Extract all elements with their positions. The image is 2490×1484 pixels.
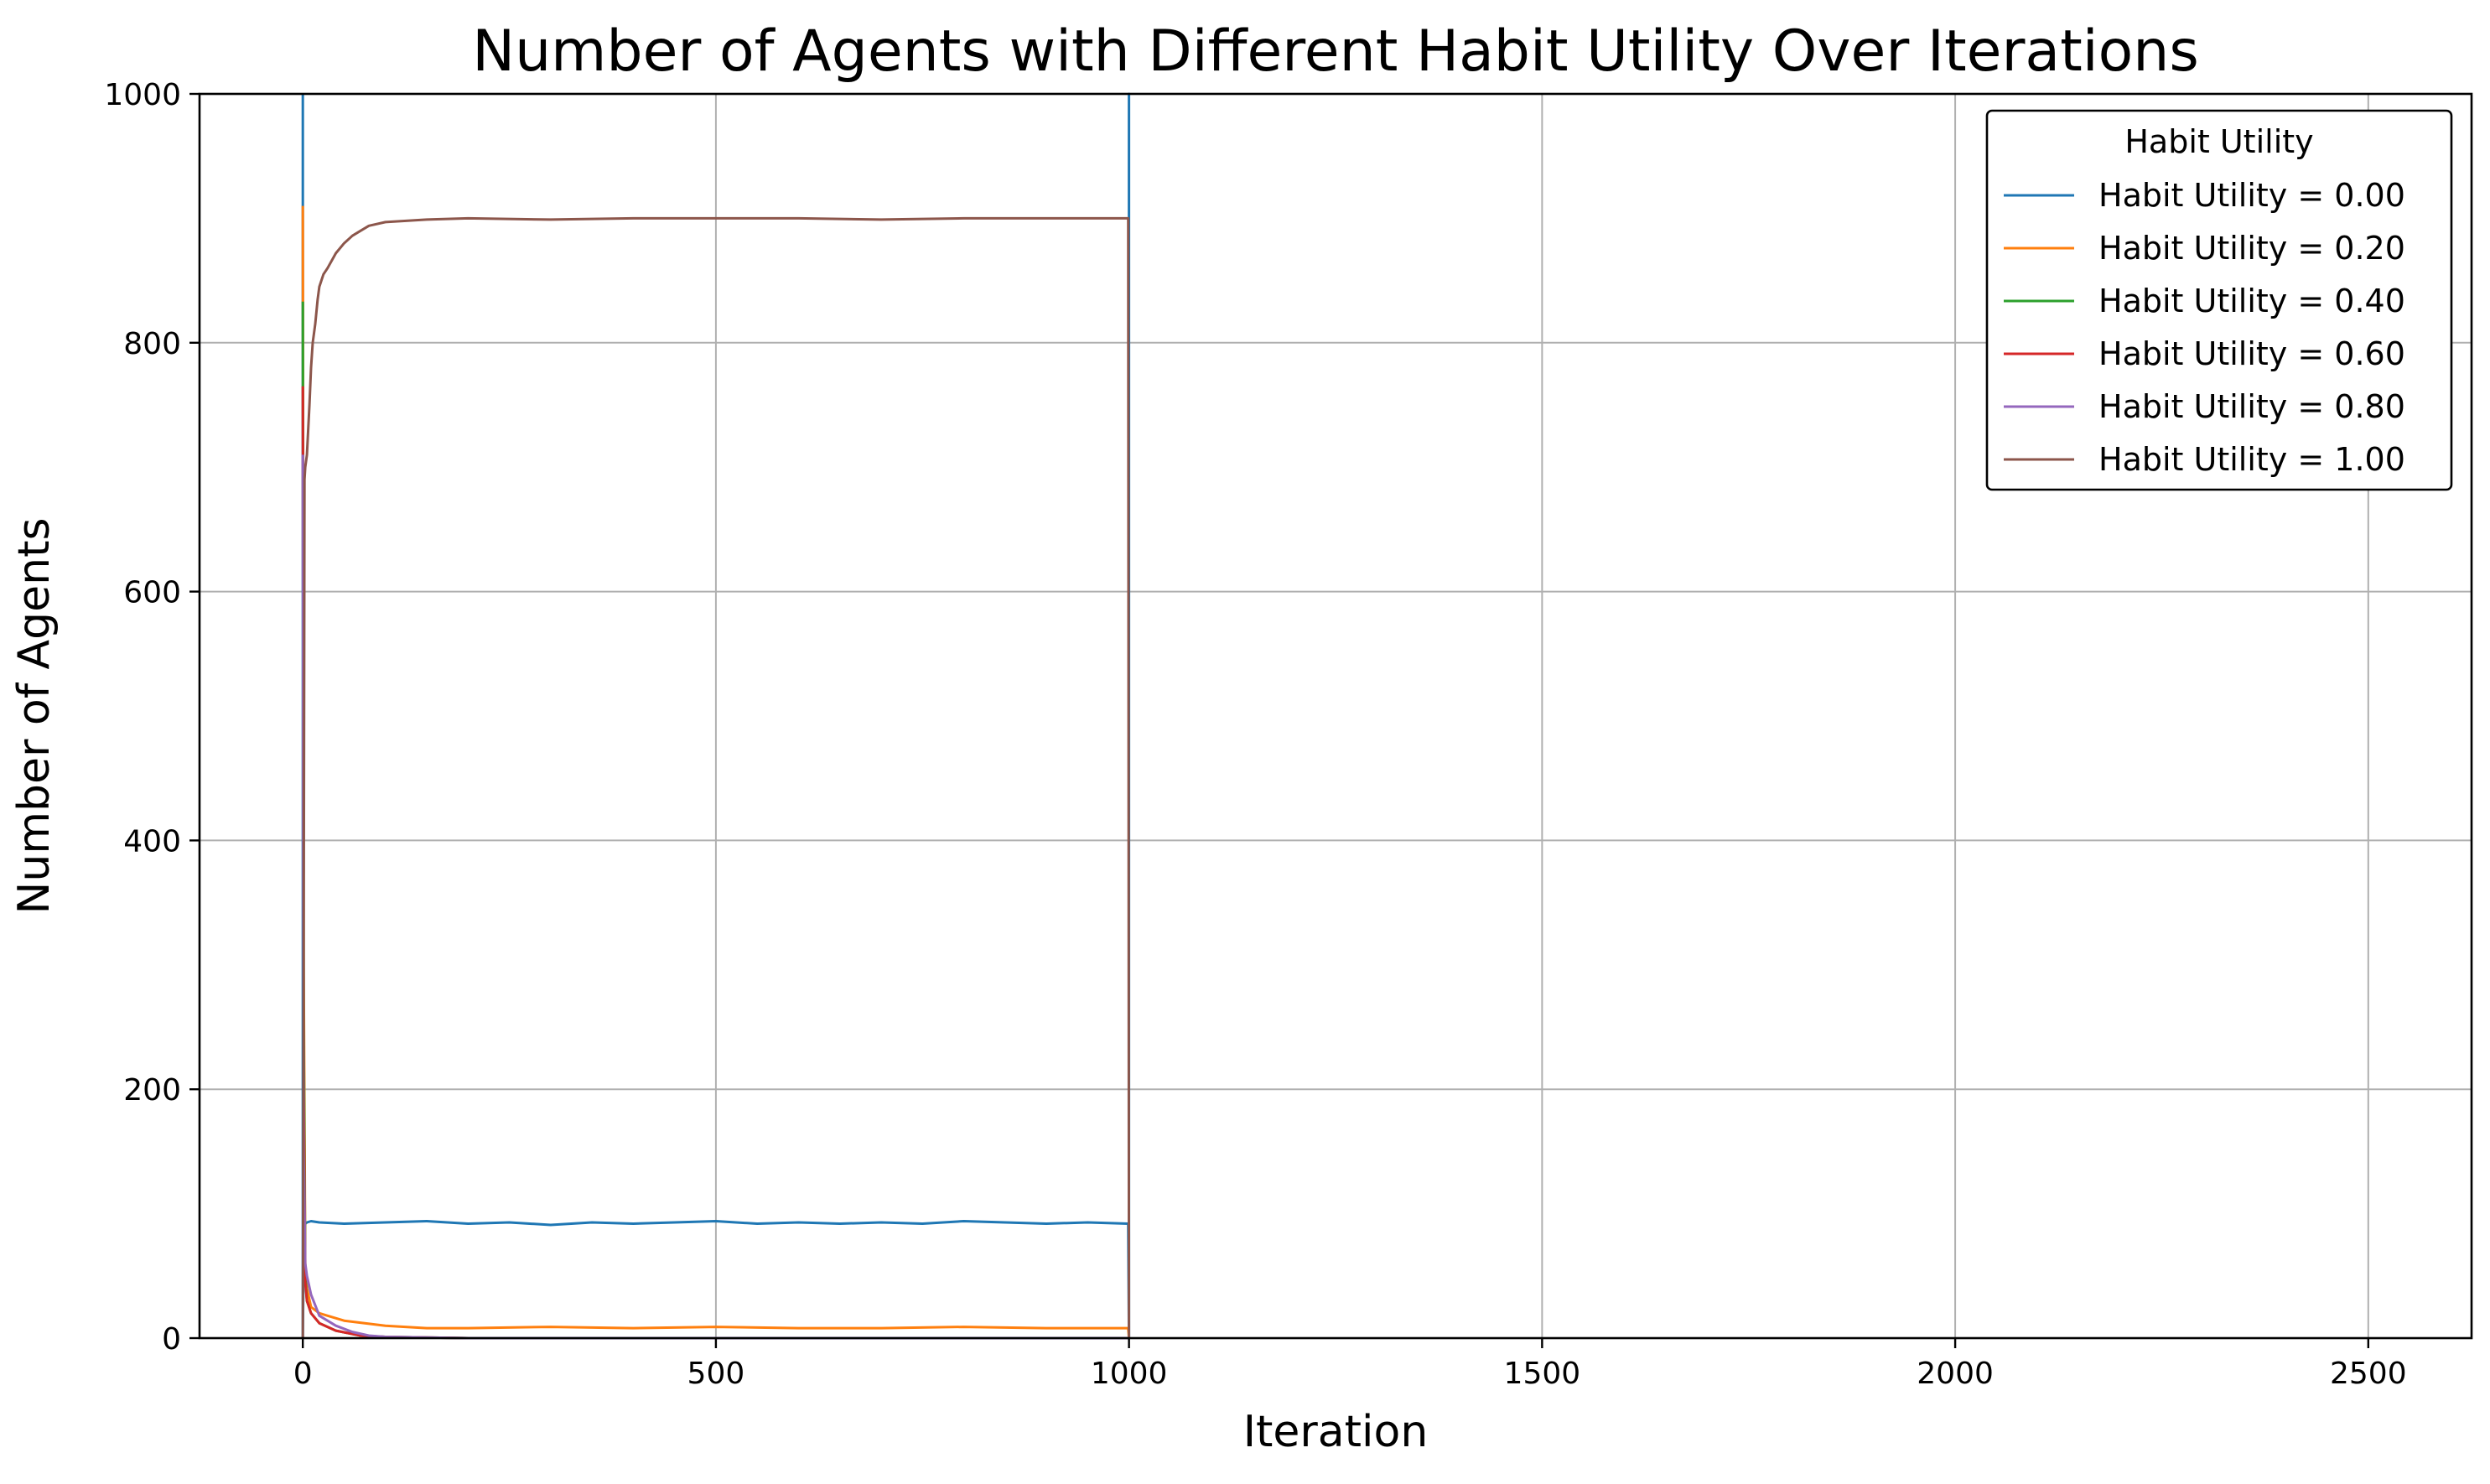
legend: Habit Utility Habit Utility = 0.00 Habit …: [1985, 109, 2453, 491]
x-axis-label: Iteration: [1243, 1407, 1429, 1457]
series-line-0: [301, 92, 1131, 1340]
legend-entry-label: Habit Utility = 0.20: [2098, 230, 2405, 267]
plot-frame: [198, 92, 2473, 1340]
x-tick-label: 0: [293, 1357, 313, 1391]
axis-ticks: 0 500 1000 1500 2000 2500 0 200 400 600 800 1000: [104, 78, 2406, 1391]
series-line-1: [301, 205, 1131, 1339]
y-tick-label: 200: [123, 1073, 181, 1108]
x-tick-label: 2500: [2330, 1357, 2407, 1391]
y-tick-label: 400: [123, 824, 181, 859]
y-tick-label: 1000: [104, 78, 181, 112]
legend-box: [1985, 109, 2453, 491]
x-tick-label: 1000: [1091, 1357, 1168, 1391]
x-tick-label: 2000: [1917, 1357, 1994, 1391]
x-tick-label: 500: [687, 1357, 745, 1391]
legend-entry-label: Habit Utility = 0.40: [2098, 283, 2405, 319]
legend-entry-label: Habit Utility = 1.00: [2098, 441, 2405, 478]
chart-title: Number of Agents with Different Habit Ut…: [472, 18, 2199, 85]
legend-title: Habit Utility: [2124, 123, 2313, 160]
legend-entry-label: Habit Utility = 0.60: [2098, 335, 2405, 372]
x-tick-label: 1500: [1504, 1357, 1581, 1391]
y-tick-label: 600: [123, 576, 181, 610]
y-tick-label: 0: [162, 1322, 181, 1357]
series-line-5: [301, 216, 1131, 1339]
legend-entry-label: Habit Utility = 0.00: [2098, 177, 2405, 214]
y-tick-label: 800: [123, 327, 181, 361]
legend-entry-label: Habit Utility = 0.80: [2098, 388, 2405, 425]
y-axis-label: Number of Agents: [9, 517, 60, 914]
